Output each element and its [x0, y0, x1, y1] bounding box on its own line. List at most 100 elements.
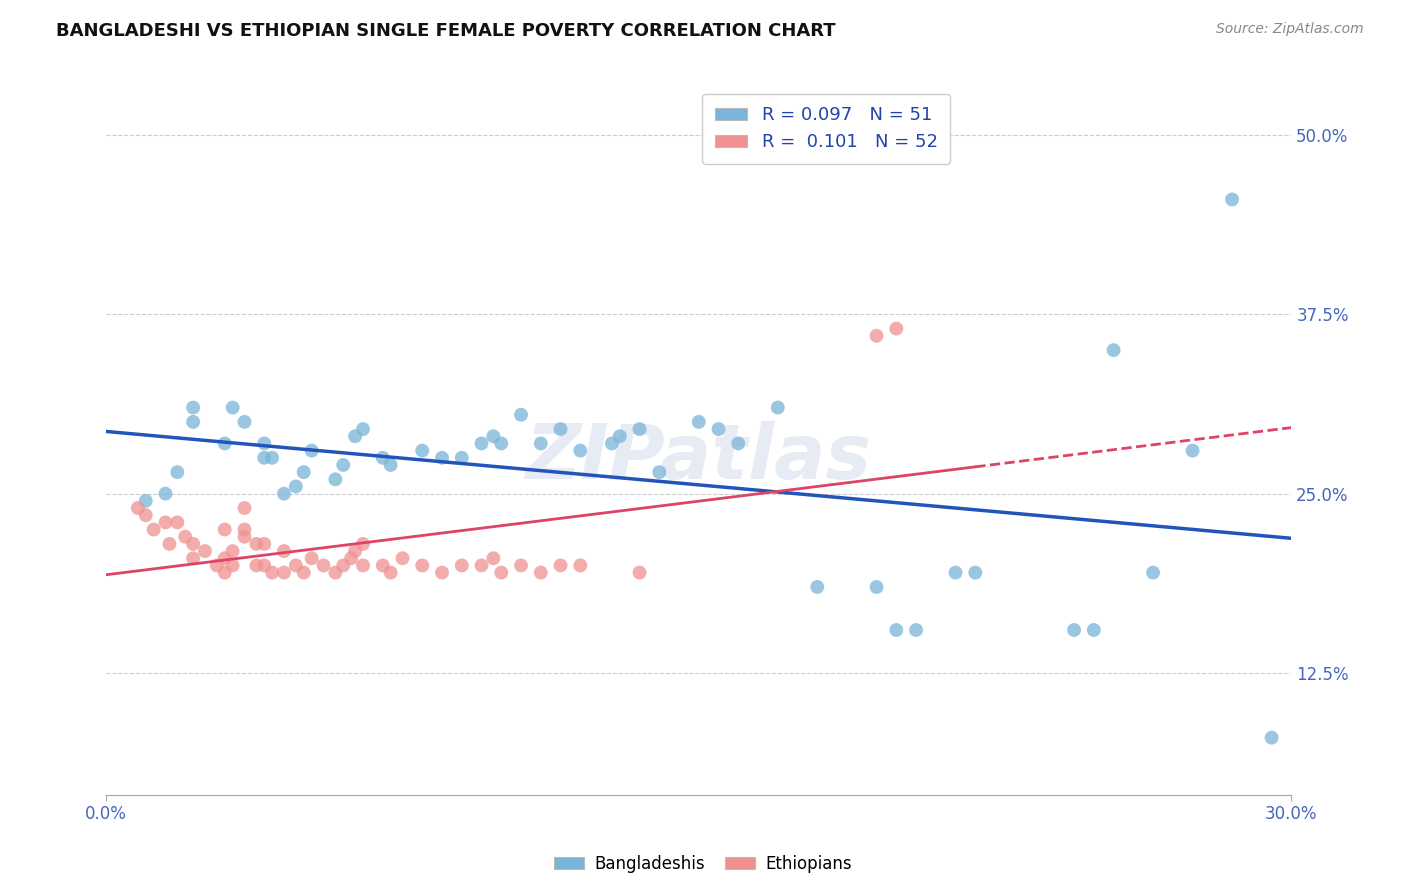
Point	[325, 472, 347, 486]
Point	[127, 501, 149, 516]
Point	[766, 401, 789, 415]
Point	[273, 486, 295, 500]
Point	[628, 566, 651, 580]
Point	[253, 537, 276, 551]
Point	[273, 566, 295, 580]
Point	[214, 436, 236, 450]
Point	[865, 328, 887, 343]
Point	[1220, 193, 1243, 207]
Point	[292, 465, 315, 479]
Point	[411, 443, 433, 458]
Point	[550, 558, 572, 573]
Point	[174, 530, 197, 544]
Point	[340, 551, 363, 566]
Point	[1142, 566, 1164, 580]
Point	[945, 566, 967, 580]
Point	[609, 429, 631, 443]
Text: Source: ZipAtlas.com: Source: ZipAtlas.com	[1216, 22, 1364, 37]
Point	[344, 429, 367, 443]
Point	[233, 501, 256, 516]
Point	[569, 443, 592, 458]
Point	[1063, 623, 1085, 637]
Point	[262, 566, 284, 580]
Point	[221, 558, 243, 573]
Point	[470, 558, 492, 573]
Point	[600, 436, 623, 450]
Point	[905, 623, 928, 637]
Point	[233, 415, 256, 429]
Point	[371, 558, 394, 573]
Point	[233, 530, 256, 544]
Point	[159, 537, 181, 551]
Legend: Bangladeshis, Ethiopians: Bangladeshis, Ethiopians	[548, 848, 858, 880]
Point	[352, 558, 374, 573]
Point	[450, 558, 472, 573]
Point	[965, 566, 987, 580]
Text: ZIPatlas: ZIPatlas	[526, 421, 872, 495]
Point	[181, 401, 204, 415]
Point	[510, 558, 533, 573]
Point	[352, 422, 374, 436]
Point	[806, 580, 828, 594]
Point	[214, 551, 236, 566]
Point	[530, 566, 553, 580]
Point	[181, 415, 204, 429]
Point	[344, 544, 367, 558]
Point	[214, 523, 236, 537]
Point	[648, 465, 671, 479]
Point	[273, 544, 295, 558]
Point	[430, 450, 453, 465]
Point	[430, 566, 453, 580]
Point	[245, 537, 267, 551]
Point	[530, 436, 553, 450]
Legend: R = 0.097   N = 51, R =  0.101   N = 52: R = 0.097 N = 51, R = 0.101 N = 52	[702, 94, 950, 164]
Point	[214, 566, 236, 580]
Point	[166, 516, 188, 530]
Point	[284, 479, 307, 493]
Point	[569, 558, 592, 573]
Point	[352, 537, 374, 551]
Point	[325, 566, 347, 580]
Point	[1260, 731, 1282, 745]
Point	[181, 551, 204, 566]
Point	[865, 580, 887, 594]
Point	[301, 443, 323, 458]
Point	[371, 450, 394, 465]
Point	[628, 422, 651, 436]
Point	[727, 436, 749, 450]
Point	[292, 566, 315, 580]
Point	[253, 558, 276, 573]
Point	[491, 436, 513, 450]
Point	[284, 558, 307, 573]
Point	[253, 436, 276, 450]
Point	[707, 422, 730, 436]
Point	[142, 523, 165, 537]
Point	[391, 551, 413, 566]
Text: BANGLADESHI VS ETHIOPIAN SINGLE FEMALE POVERTY CORRELATION CHART: BANGLADESHI VS ETHIOPIAN SINGLE FEMALE P…	[56, 22, 835, 40]
Point	[332, 458, 354, 472]
Point	[205, 558, 228, 573]
Point	[194, 544, 217, 558]
Point	[482, 429, 505, 443]
Point	[181, 537, 204, 551]
Point	[221, 544, 243, 558]
Point	[380, 566, 402, 580]
Point	[1083, 623, 1105, 637]
Point	[332, 558, 354, 573]
Point	[510, 408, 533, 422]
Point	[482, 551, 505, 566]
Point	[450, 450, 472, 465]
Point	[166, 465, 188, 479]
Point	[155, 516, 177, 530]
Point	[262, 450, 284, 465]
Point	[1181, 443, 1204, 458]
Point	[245, 558, 267, 573]
Point	[688, 415, 710, 429]
Point	[550, 422, 572, 436]
Point	[1102, 343, 1125, 358]
Point	[155, 486, 177, 500]
Point	[884, 623, 907, 637]
Point	[411, 558, 433, 573]
Point	[221, 401, 243, 415]
Point	[884, 321, 907, 335]
